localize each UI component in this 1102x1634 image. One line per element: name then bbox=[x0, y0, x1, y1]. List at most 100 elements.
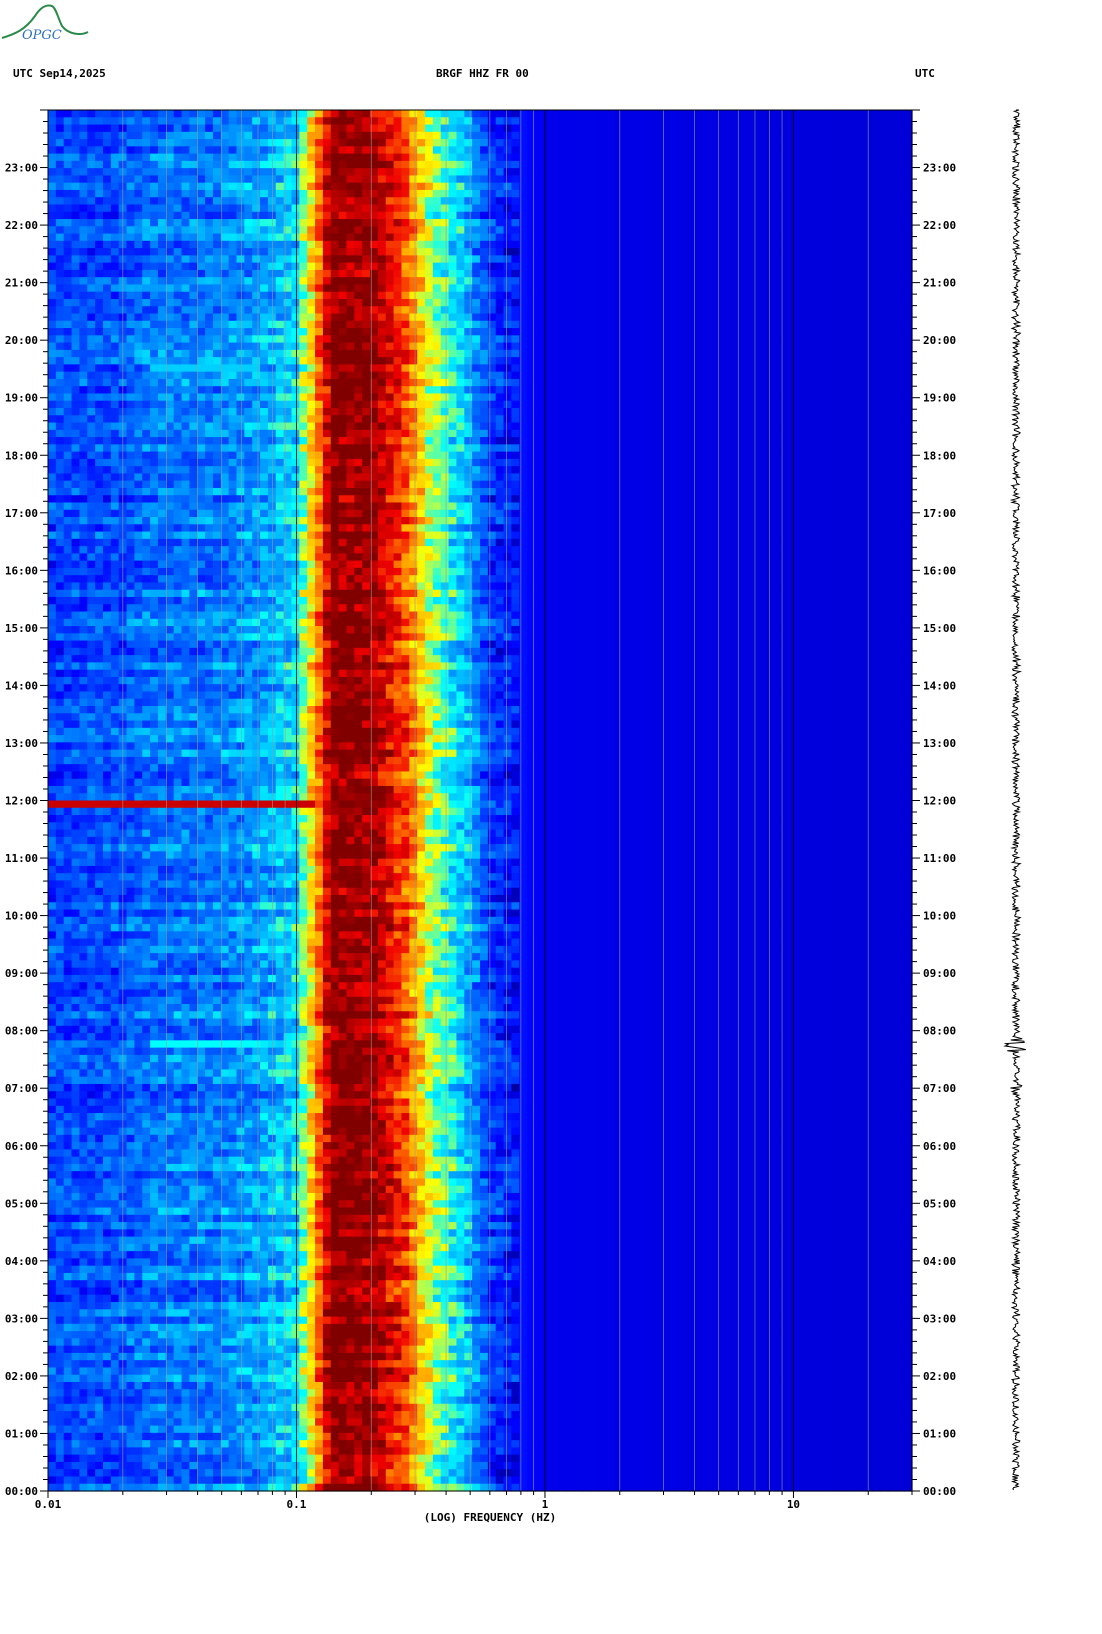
heatmap-cell bbox=[833, 393, 841, 401]
heatmap-cell bbox=[386, 408, 394, 416]
heatmap-cell bbox=[79, 161, 87, 169]
heatmap-cell bbox=[252, 161, 260, 169]
heatmap-cell bbox=[409, 204, 417, 212]
heatmap-cell bbox=[771, 335, 779, 343]
heatmap-cell bbox=[543, 226, 551, 234]
heatmap-cell bbox=[747, 299, 755, 307]
heatmap-cell bbox=[574, 350, 582, 358]
heatmap-cell bbox=[87, 335, 95, 343]
heatmap-cell bbox=[339, 270, 347, 278]
heatmap-cell bbox=[315, 132, 323, 140]
heatmap-cell bbox=[464, 350, 472, 358]
heatmap-cell bbox=[166, 372, 174, 380]
heatmap-cell bbox=[543, 372, 551, 380]
heatmap-cell bbox=[700, 299, 708, 307]
heatmap-cell bbox=[504, 423, 512, 431]
heatmap-cell bbox=[362, 364, 370, 372]
heatmap-cell bbox=[103, 386, 111, 394]
heatmap-cell bbox=[150, 219, 158, 227]
heatmap-cell bbox=[527, 241, 535, 249]
heatmap-cell bbox=[661, 139, 669, 147]
heatmap-cell bbox=[511, 204, 519, 212]
heatmap-cell bbox=[441, 132, 449, 140]
heatmap-cell bbox=[401, 263, 409, 271]
heatmap-cell bbox=[237, 110, 245, 118]
heatmap-cell bbox=[354, 364, 362, 372]
heatmap-cell bbox=[56, 248, 64, 256]
heatmap-cell bbox=[362, 314, 370, 322]
heatmap-cell bbox=[582, 212, 590, 220]
heatmap-cell bbox=[676, 379, 684, 387]
heatmap-cell bbox=[449, 277, 457, 285]
heatmap-cell bbox=[833, 379, 841, 387]
heatmap-cell bbox=[174, 299, 182, 307]
heatmap-cell bbox=[425, 183, 433, 191]
heatmap-cell bbox=[307, 204, 315, 212]
heatmap-cell bbox=[299, 379, 307, 387]
heatmap-cell bbox=[87, 219, 95, 227]
heatmap-cell bbox=[213, 299, 221, 307]
heatmap-cell bbox=[747, 248, 755, 256]
heatmap-cell bbox=[684, 270, 692, 278]
heatmap-cell bbox=[291, 110, 299, 118]
heatmap-cell bbox=[433, 197, 441, 205]
heatmap-cell bbox=[794, 408, 802, 416]
heatmap-cell bbox=[291, 212, 299, 220]
heatmap-cell bbox=[276, 350, 284, 358]
heatmap-cell bbox=[559, 219, 567, 227]
heatmap-cell bbox=[739, 423, 747, 431]
heatmap-cell bbox=[857, 321, 865, 329]
heatmap-cell bbox=[676, 423, 684, 431]
heatmap-cell bbox=[158, 284, 166, 292]
heatmap-cell bbox=[833, 234, 841, 242]
heatmap-cell bbox=[629, 292, 637, 300]
heatmap-cell bbox=[229, 241, 237, 249]
heatmap-cell bbox=[551, 335, 559, 343]
heatmap-cell bbox=[315, 401, 323, 409]
heatmap-cell bbox=[888, 168, 896, 176]
heatmap-cell bbox=[87, 343, 95, 351]
heatmap-cell bbox=[87, 299, 95, 307]
heatmap-cell bbox=[103, 197, 111, 205]
heatmap-cell bbox=[72, 415, 80, 423]
heatmap-cell bbox=[543, 321, 551, 329]
heatmap-cell bbox=[849, 248, 857, 256]
heatmap-cell bbox=[72, 386, 80, 394]
heatmap-cell bbox=[527, 277, 535, 285]
heatmap-cell bbox=[307, 125, 315, 133]
heatmap-cell bbox=[566, 110, 574, 118]
heatmap-cell bbox=[865, 393, 873, 401]
heatmap-cell bbox=[739, 204, 747, 212]
heatmap-cell bbox=[142, 197, 150, 205]
heatmap-cell bbox=[873, 270, 881, 278]
heatmap-cell bbox=[276, 423, 284, 431]
heatmap-cell bbox=[166, 219, 174, 227]
heatmap-cell bbox=[299, 212, 307, 220]
heatmap-cell bbox=[244, 401, 252, 409]
heatmap-cell bbox=[339, 343, 347, 351]
heatmap-cell bbox=[543, 270, 551, 278]
heatmap-cell bbox=[480, 241, 488, 249]
heatmap-cell bbox=[323, 204, 331, 212]
heatmap-cell bbox=[904, 125, 912, 133]
heatmap-cell bbox=[551, 277, 559, 285]
heatmap-cell bbox=[598, 357, 606, 365]
heatmap-cell bbox=[700, 183, 708, 191]
heatmap-cell bbox=[127, 139, 135, 147]
heatmap-cell bbox=[661, 132, 669, 140]
heatmap-cell bbox=[708, 343, 716, 351]
heatmap-cell bbox=[692, 183, 700, 191]
heatmap-cell bbox=[723, 408, 731, 416]
heatmap-cell bbox=[339, 430, 347, 438]
heatmap-cell bbox=[873, 168, 881, 176]
heatmap-cell bbox=[197, 364, 205, 372]
heatmap-cell bbox=[857, 190, 865, 198]
heatmap-cell bbox=[614, 234, 622, 242]
heatmap-cell bbox=[394, 204, 402, 212]
heatmap-cell bbox=[873, 146, 881, 154]
heatmap-cell bbox=[684, 255, 692, 263]
heatmap-cell bbox=[205, 379, 213, 387]
heatmap-cell bbox=[464, 263, 472, 271]
heatmap-cell bbox=[661, 364, 669, 372]
heatmap-cell bbox=[716, 117, 724, 125]
